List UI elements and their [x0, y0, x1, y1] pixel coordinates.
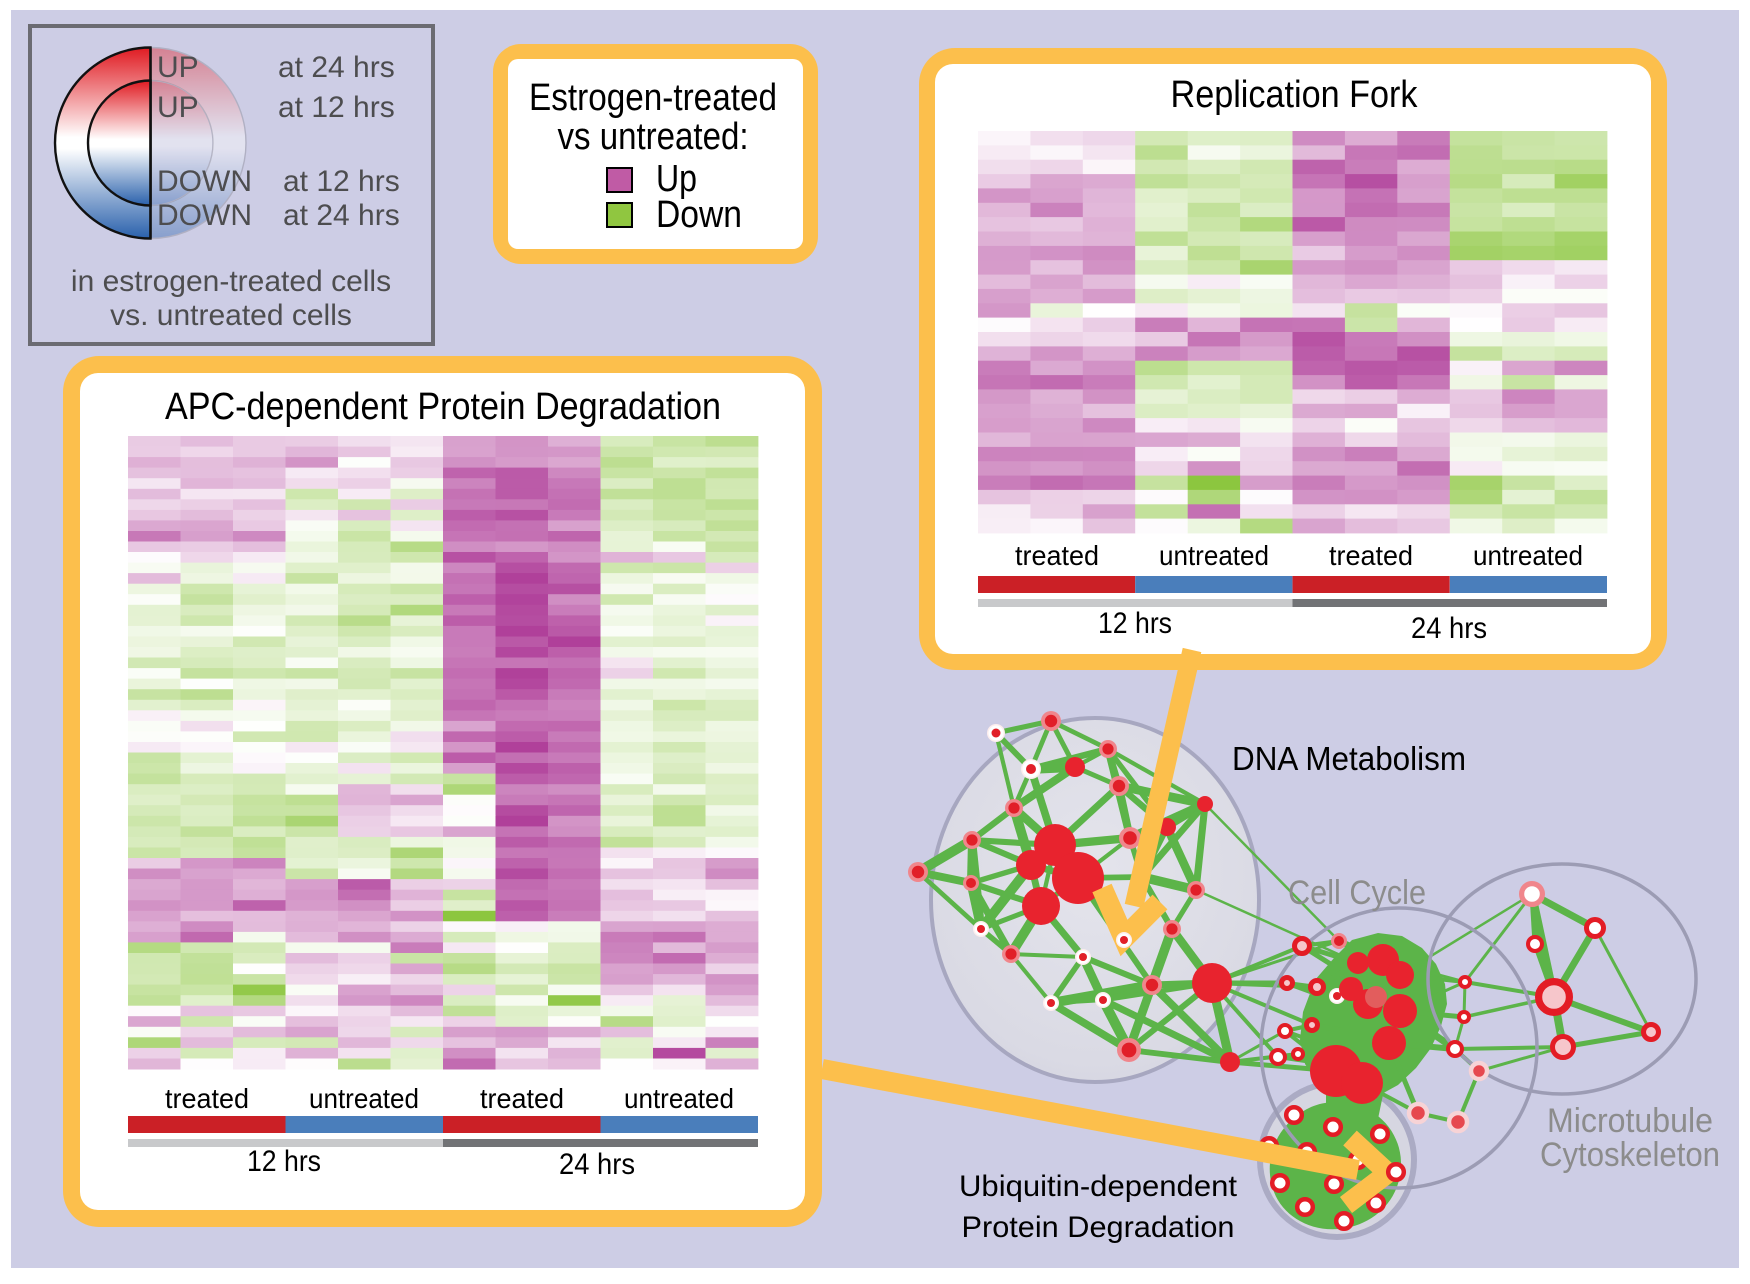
svg-text:Ubiquitin-dependent: Ubiquitin-dependent	[959, 1170, 1238, 1203]
svg-text:Estrogen-treated: Estrogen-treated	[529, 77, 777, 119]
svg-text:Microtubule: Microtubule	[1547, 1102, 1713, 1140]
svg-text:vs untreated:: vs untreated:	[558, 116, 749, 158]
svg-text:12 hrs: 12 hrs	[1098, 607, 1172, 640]
svg-text:vs. untreated cells: vs. untreated cells	[110, 299, 352, 332]
svg-text:untreated: untreated	[1473, 540, 1583, 571]
svg-text:DOWN: DOWN	[157, 199, 252, 232]
svg-text:at 12 hrs: at 12 hrs	[283, 165, 400, 198]
svg-text:Protein Degradation: Protein Degradation	[962, 1211, 1235, 1244]
svg-text:untreated: untreated	[1159, 540, 1269, 571]
svg-text:treated: treated	[165, 1083, 249, 1114]
svg-text:treated: treated	[480, 1083, 564, 1114]
svg-text:Down: Down	[656, 194, 742, 236]
svg-text:24 hrs: 24 hrs	[559, 1148, 635, 1181]
svg-text:APC-dependent Protein Degradat: APC-dependent Protein Degradation	[165, 386, 721, 428]
svg-text:at 24 hrs: at 24 hrs	[278, 51, 395, 84]
svg-text:treated: treated	[1329, 540, 1413, 571]
svg-text:UP: UP	[157, 51, 199, 84]
svg-text:24 hrs: 24 hrs	[1411, 612, 1487, 645]
svg-text:DNA Metabolism: DNA Metabolism	[1232, 740, 1466, 777]
svg-text:treated: treated	[1015, 540, 1099, 571]
svg-text:in estrogen-treated cells: in estrogen-treated cells	[71, 265, 391, 298]
svg-text:UP: UP	[157, 91, 199, 124]
svg-text:at 24 hrs: at 24 hrs	[283, 199, 400, 232]
svg-text:12 hrs: 12 hrs	[247, 1145, 321, 1178]
svg-text:Cell Cycle: Cell Cycle	[1288, 874, 1426, 912]
svg-text:DOWN: DOWN	[157, 165, 252, 198]
svg-text:Replication Fork: Replication Fork	[1171, 74, 1419, 116]
svg-text:untreated: untreated	[309, 1083, 419, 1114]
svg-text:Cytoskeleton: Cytoskeleton	[1540, 1136, 1720, 1174]
svg-text:untreated: untreated	[624, 1083, 734, 1114]
svg-text:at 12 hrs: at 12 hrs	[278, 91, 395, 124]
svg-text:Up: Up	[656, 158, 697, 200]
